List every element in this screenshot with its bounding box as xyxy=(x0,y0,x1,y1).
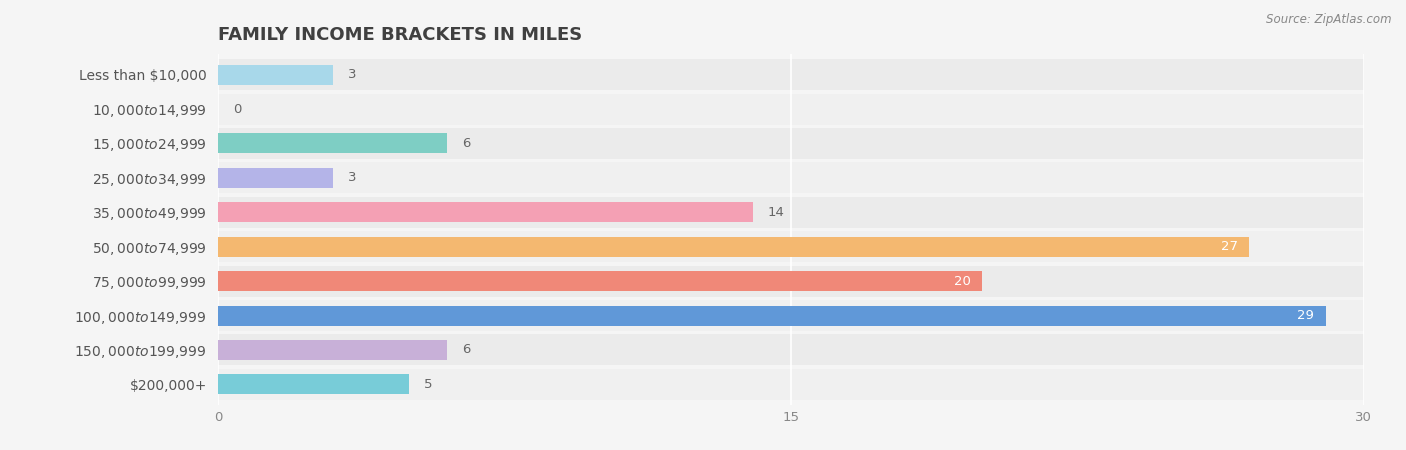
Bar xyxy=(218,231,1364,262)
Text: 0: 0 xyxy=(233,103,242,116)
Bar xyxy=(218,134,447,153)
Text: 29: 29 xyxy=(1298,309,1315,322)
Bar xyxy=(218,168,333,188)
Text: 5: 5 xyxy=(425,378,433,391)
Bar xyxy=(218,197,1364,228)
Text: FAMILY INCOME BRACKETS IN MILES: FAMILY INCOME BRACKETS IN MILES xyxy=(218,26,582,44)
Bar xyxy=(218,374,409,394)
Text: 3: 3 xyxy=(347,171,356,184)
Text: 27: 27 xyxy=(1220,240,1237,253)
Bar xyxy=(218,202,752,222)
Bar xyxy=(218,266,1364,297)
Bar xyxy=(218,237,1250,256)
Text: Source: ZipAtlas.com: Source: ZipAtlas.com xyxy=(1267,14,1392,27)
Bar xyxy=(218,59,1364,90)
Bar xyxy=(218,300,1364,331)
Bar xyxy=(218,128,1364,159)
Bar xyxy=(218,271,981,291)
Bar xyxy=(218,94,1364,125)
Text: 3: 3 xyxy=(347,68,356,81)
Text: 6: 6 xyxy=(463,137,471,150)
Bar xyxy=(218,340,447,360)
Text: 14: 14 xyxy=(768,206,785,219)
Bar xyxy=(218,369,1364,400)
Bar xyxy=(218,65,333,85)
Text: 6: 6 xyxy=(463,343,471,356)
Text: 20: 20 xyxy=(953,274,970,288)
Bar xyxy=(218,306,1326,325)
Bar xyxy=(218,162,1364,194)
Bar xyxy=(218,334,1364,365)
